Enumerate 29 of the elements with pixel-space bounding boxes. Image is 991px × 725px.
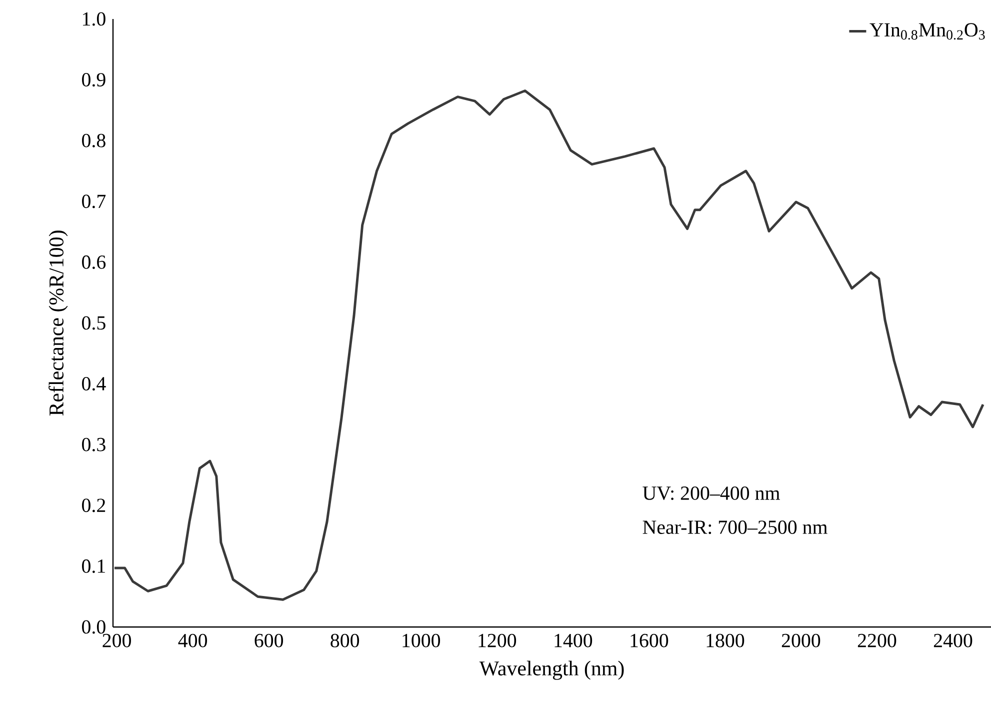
y-tick-label: 0.2 (82, 498, 106, 512)
y-tick-label: 0.5 (82, 316, 106, 330)
x-tick-label: 400 (178, 634, 208, 648)
line-series (113, 89, 984, 601)
x-tick-label: 1400 (554, 634, 592, 648)
x-tick-label: 600 (254, 634, 284, 648)
x-tick-label: 1600 (630, 634, 668, 648)
x-tick-label: 1200 (478, 634, 516, 648)
y-tick-label: 0.0 (82, 620, 106, 634)
x-tick-label: 2400 (934, 634, 972, 648)
x-tick-label: 2000 (782, 634, 820, 648)
y-tick-label: 0.4 (82, 377, 106, 391)
x-tick-label: 1000 (402, 634, 440, 648)
y-axis-title: Reflectance (%R/100) (48, 230, 68, 416)
y-tick-label: 0.7 (82, 194, 106, 208)
y-tick-label: 1.0 (83, 12, 106, 26)
y-tick-label: 0.6 (82, 255, 106, 269)
x-tick-label: 1800 (706, 634, 744, 648)
annotation: UV: 200–400 nm (642, 486, 780, 500)
y-tick-label: 0.9 (82, 73, 106, 87)
x-tick-label: 800 (330, 634, 360, 648)
y-tick-label: 0.8 (82, 134, 106, 148)
annotation: Near-IR: 700–2500 nm (642, 520, 828, 534)
legend-label: YIn$_{0.8}$Mn$_{0.2}$O$_{3}$ (870, 23, 985, 40)
x-tick-label: 200 (102, 634, 131, 648)
x-axis-title: Wavelength (nm) (479, 660, 624, 680)
x-tick-label: 2200 (858, 634, 896, 648)
y-tick-label: 0.1 (82, 559, 105, 573)
y-tick-label: 0.3 (82, 438, 106, 452)
